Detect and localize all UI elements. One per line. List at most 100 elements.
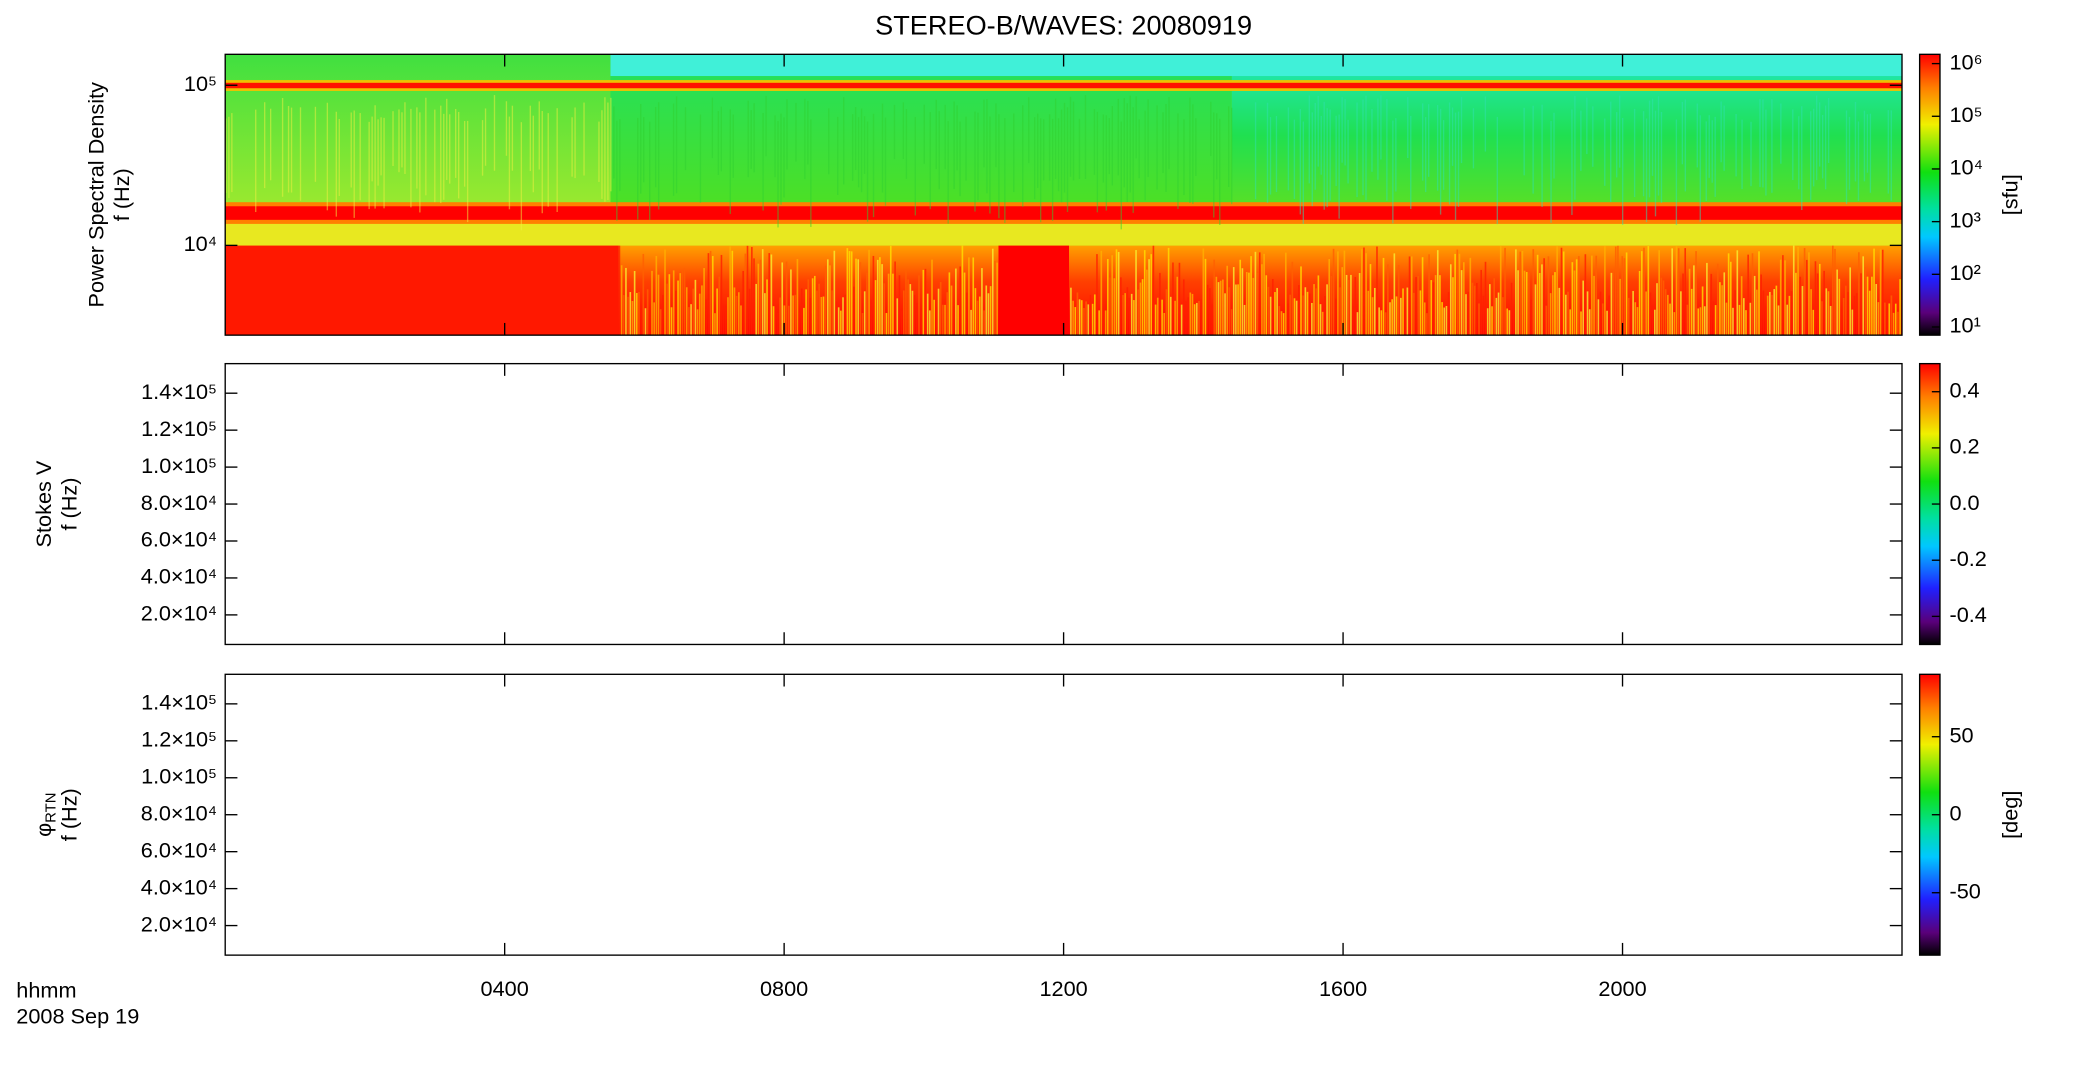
spectrogram-texture [1580, 110, 1582, 171]
spectrogram-texture [299, 107, 302, 201]
spectrogram-texture [1521, 250, 1524, 336]
spectrogram-texture [1879, 249, 1882, 336]
spectrogram-texture [574, 107, 576, 179]
spectrogram-texture [1803, 247, 1806, 336]
spectrogram-texture [1573, 270, 1576, 336]
spectrogram-texture [1720, 101, 1722, 163]
spectrogram-texture [1738, 304, 1741, 336]
spectrogram-texture [974, 288, 977, 336]
spectrogram-texture [929, 112, 931, 210]
spectrogram-texture [703, 268, 705, 336]
spectrogram-texture [1604, 245, 1606, 336]
spectrogram-texture [1869, 113, 1872, 193]
spectrogram-texture [1108, 118, 1110, 175]
spectrogram-texture [607, 102, 609, 201]
spectrogram-texture [604, 97, 606, 202]
spectrogram-texture [868, 249, 870, 336]
spectrogram-texture [1228, 287, 1231, 336]
spectrogram-texture [1496, 116, 1498, 225]
spectrogram-texture [1313, 284, 1315, 336]
spectrogram-texture [416, 107, 418, 189]
spectrogram-texture [1141, 279, 1144, 336]
spectrogram-texture [1344, 99, 1346, 166]
spectrogram-texture [1756, 289, 1758, 336]
y-axis-label: φRTN [31, 792, 60, 836]
spectrogram-texture [800, 288, 803, 336]
spectrogram-texture [1378, 307, 1380, 336]
spectrogram-texture [1231, 107, 1233, 205]
spectrogram-texture [1810, 289, 1812, 336]
spectrogram-texture [887, 273, 890, 336]
spectrogram-texture [777, 121, 779, 228]
spectrogram-texture [1124, 293, 1127, 336]
spectrogram-texture [1254, 251, 1257, 336]
spectrogram-texture [1129, 95, 1131, 193]
spectrogram-texture [1894, 303, 1897, 336]
spectrogram-texture [1432, 282, 1435, 336]
spectrogram-texture [1258, 252, 1261, 336]
spectrogram-texture [1827, 97, 1830, 164]
spectrogram-texture [1805, 259, 1808, 336]
spectrogram-texture [1706, 262, 1708, 336]
spectrogram-texture [1228, 106, 1230, 187]
spectrogram-texture [1427, 104, 1430, 177]
spectrogram-texture [440, 105, 442, 204]
y-tick-label: 2.0×10⁴ [141, 601, 217, 626]
spectrogram-texture [1667, 294, 1669, 336]
spectrogram-texture [1213, 112, 1215, 218]
spectrogram-texture [1430, 280, 1433, 336]
spectrogram-texture [1866, 114, 1869, 173]
spectrogram-texture [1219, 280, 1222, 336]
spectrogram-texture [1109, 277, 1111, 336]
spectrogram-texture [1339, 287, 1341, 336]
spectrogram-texture [1182, 279, 1185, 336]
spectrogram-texture [1684, 248, 1687, 336]
spectrogram-texture [1028, 97, 1030, 164]
spectrogram-texture [1365, 95, 1367, 201]
spectrogram-texture [1274, 292, 1276, 336]
spectrogram-texture [1185, 301, 1187, 336]
spectrogram-texture [1897, 311, 1899, 336]
spectrogram-texture [1551, 275, 1554, 336]
spectrogram-texture [1289, 294, 1291, 336]
spectrogram-texture [1480, 269, 1482, 336]
spectrogram-texture [729, 246, 731, 336]
spectrogram-texture [640, 308, 642, 336]
spectrogram-texture [1037, 113, 1039, 188]
colorbar-tick-label: 50 [1949, 722, 1973, 747]
spectrogram-texture [1645, 118, 1648, 223]
spectrogram-texture [1771, 98, 1773, 193]
spectrogram-texture [410, 108, 412, 208]
y-tick-label: 4.0×10⁴ [141, 564, 217, 589]
spectrogram-texture [870, 300, 873, 336]
spectrogram-texture [1669, 303, 1671, 336]
spectrogram-texture [481, 120, 484, 176]
spectrogram-texture [1034, 117, 1036, 200]
spectrogram-texture [1196, 302, 1198, 336]
spectrogram-texture [1066, 107, 1069, 213]
spectrogram-texture [1675, 246, 1678, 336]
spectrogram-texture [1642, 111, 1645, 197]
spectrogram-texture [1697, 308, 1700, 336]
spectrogram-texture [1013, 113, 1015, 193]
spectrogram-texture [1323, 101, 1325, 210]
spectrogram-texture [1886, 309, 1888, 336]
spectrogram-texture [520, 122, 523, 231]
spectrogram-texture [902, 290, 905, 336]
spectrogram-texture [1684, 99, 1687, 192]
spectrogram-texture [1747, 254, 1749, 336]
spectrogram-texture [1417, 275, 1420, 336]
spectrogram-texture [1854, 101, 1857, 182]
spectrogram-texture [1571, 109, 1573, 215]
spectrogram-texture [1671, 248, 1674, 336]
spectrogram-texture [1162, 112, 1164, 174]
spectrogram-texture [1831, 245, 1834, 336]
spectrogram-texture [1380, 310, 1383, 336]
spectrogram-texture [1801, 286, 1804, 336]
spectrogram-texture [696, 309, 699, 336]
spectrogram-texture [952, 306, 955, 336]
spectrogram-texture [1163, 312, 1166, 336]
spectrogram-texture [1226, 265, 1229, 336]
spectrogram-texture [1688, 268, 1691, 336]
